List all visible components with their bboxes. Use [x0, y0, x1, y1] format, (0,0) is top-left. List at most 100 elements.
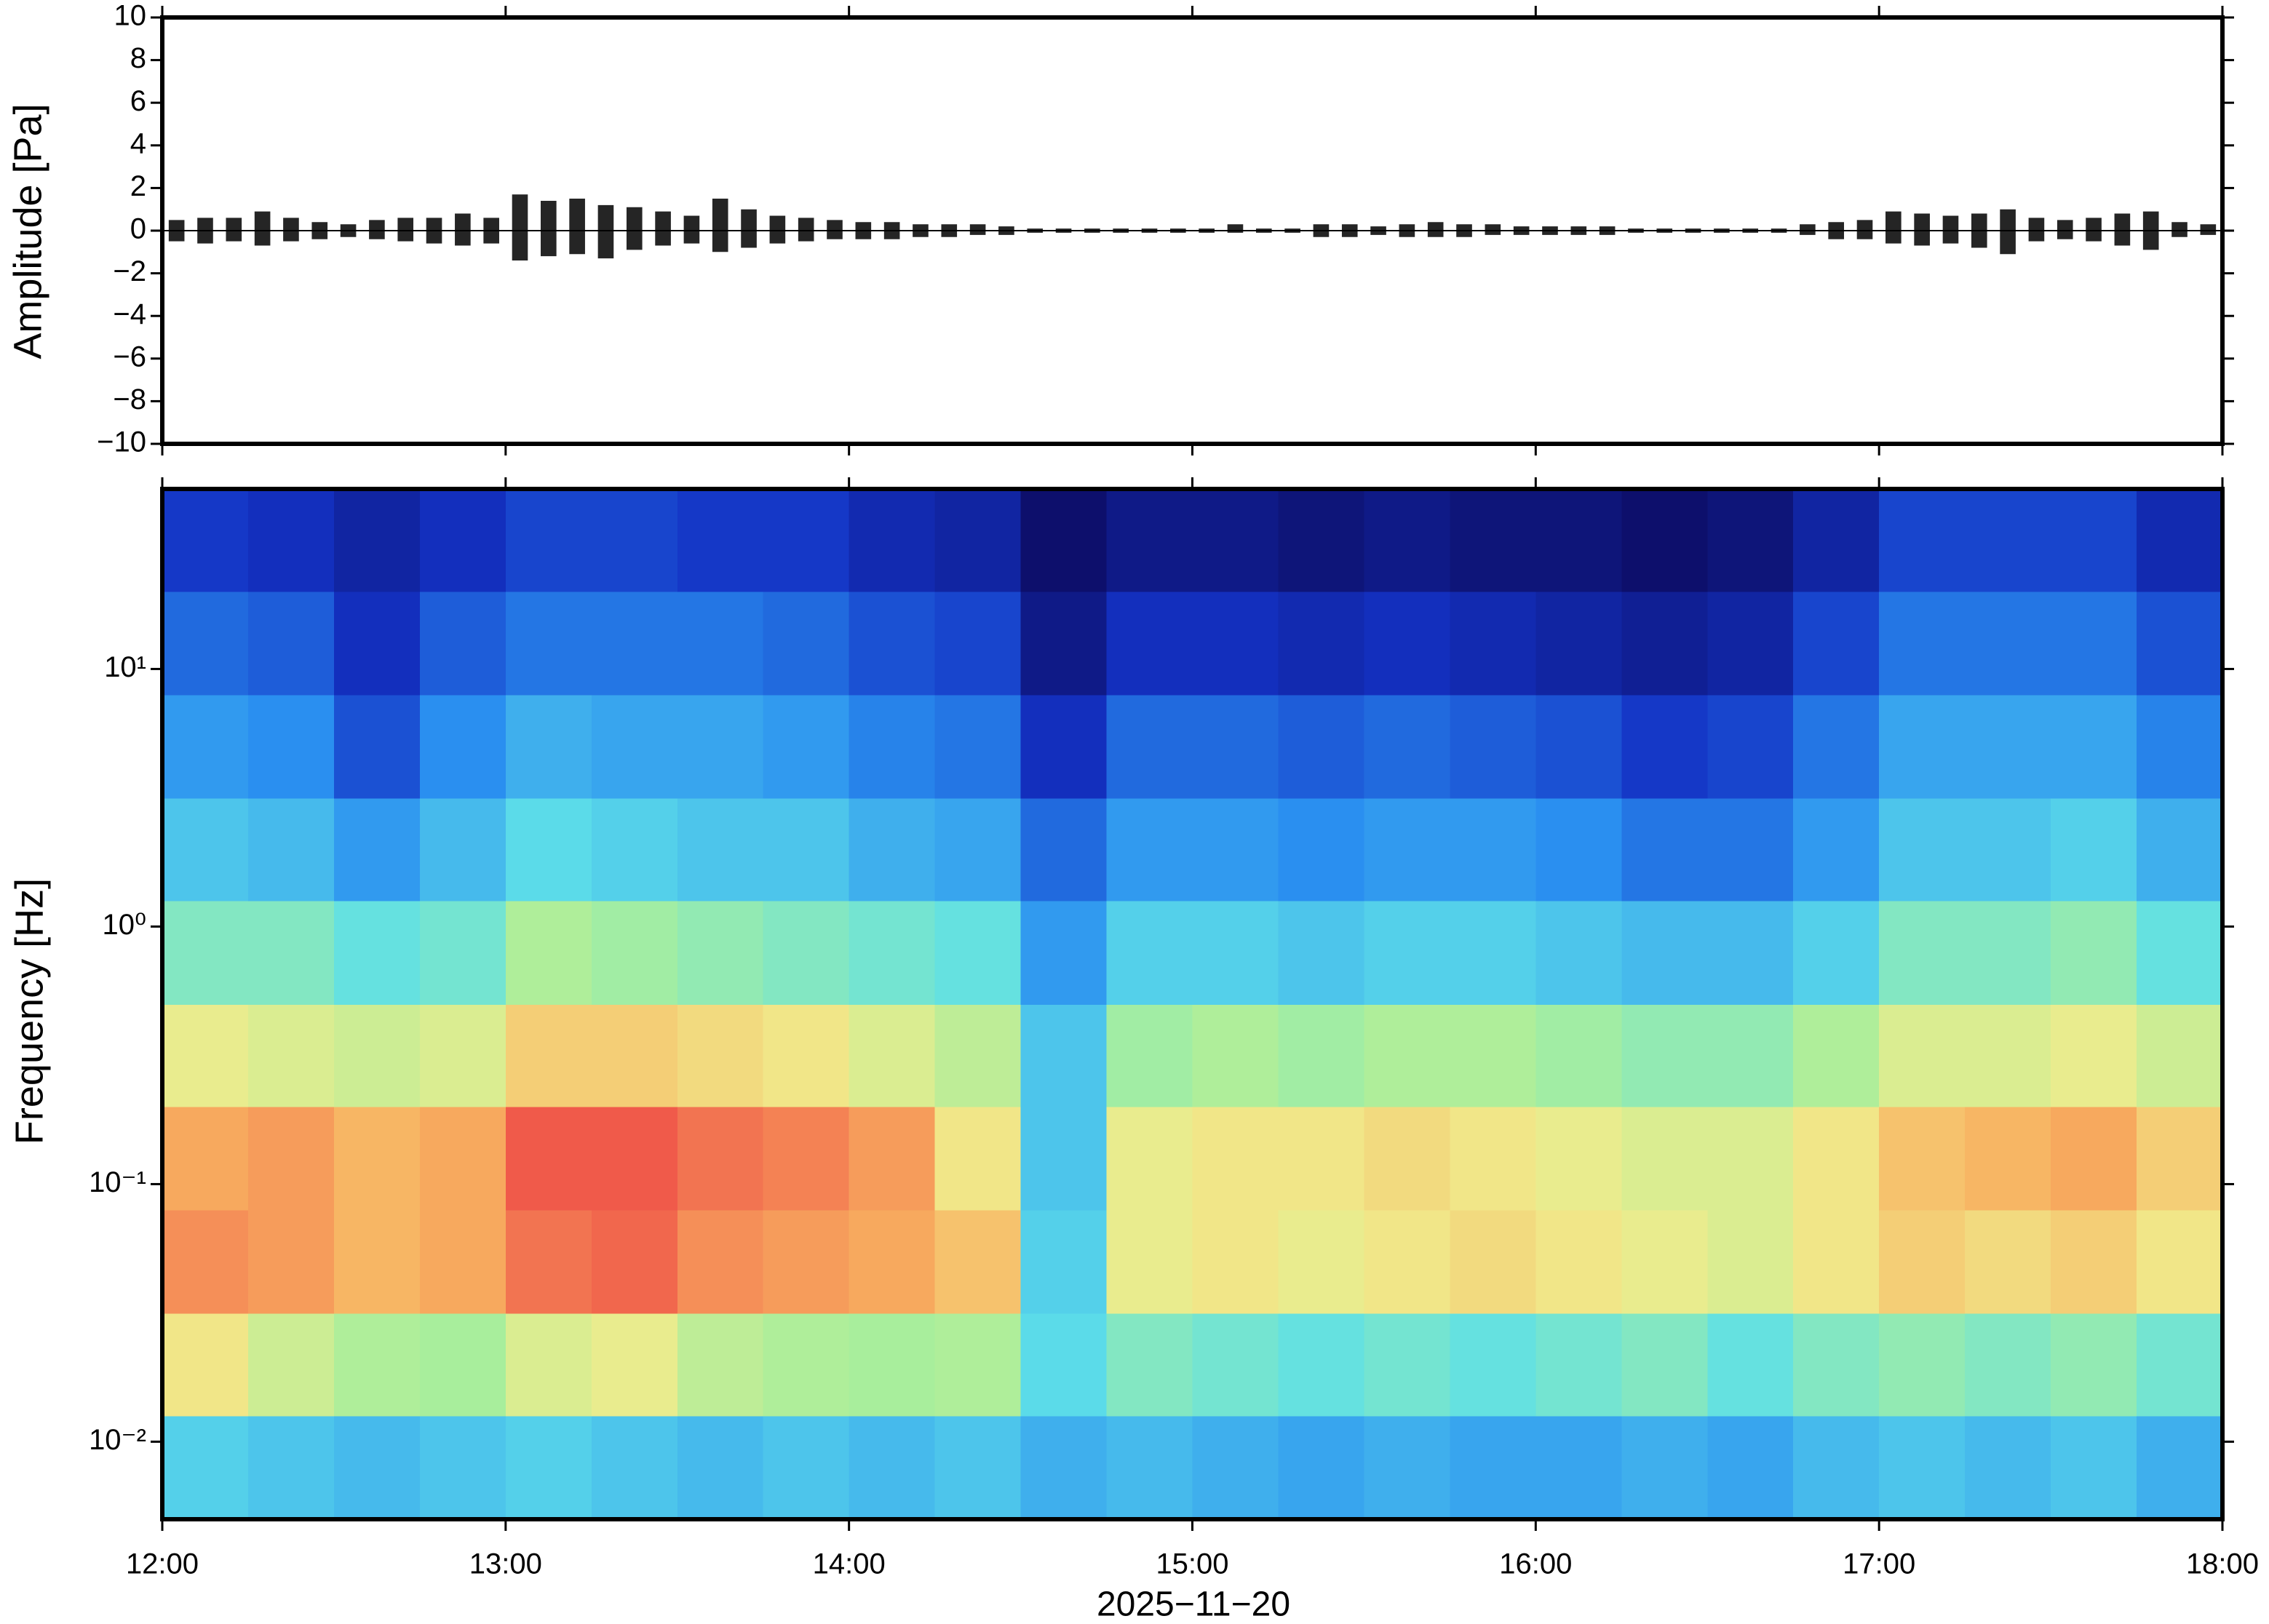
x-tick-label: 12:00 — [126, 1548, 199, 1580]
spectrogram-cell — [1278, 1209, 1365, 1314]
spectrogram-cell — [1707, 797, 1795, 901]
spectrogram-cell — [1020, 591, 1108, 696]
x-tick-label: 13:00 — [469, 1548, 542, 1580]
x-tick-label: 18:00 — [2186, 1548, 2259, 1580]
spectrogram-cell — [1106, 694, 1193, 799]
spectrogram-cell — [591, 489, 678, 592]
y-tick-label: 10 — [114, 0, 147, 32]
spectrogram-cell — [2051, 1106, 2137, 1211]
spectrogram-cell — [1793, 489, 1880, 592]
spectrogram-cell — [1879, 1106, 1966, 1211]
spectrogram-cell — [2051, 1209, 2137, 1314]
axes-layer: −10 −8 −6 −4 −2 0 2 4 6 8 10 10⁻² 10⁻¹ 10⁰ 10¹ 12:00 13:… — [89, 0, 2259, 1580]
spectrogram-cell — [1965, 489, 2051, 592]
spectrogram-cell — [849, 694, 936, 799]
spectrogram-cell — [1707, 1415, 1795, 1520]
spectrogram-cell — [505, 900, 592, 1005]
spectrogram-cell — [1793, 1313, 1880, 1417]
spectrogram-cell — [247, 1313, 335, 1417]
spectrogram-cell — [2051, 797, 2137, 901]
spectrogram-cell — [591, 1313, 678, 1417]
spectrogram-cell — [1879, 797, 1966, 901]
spectrogram-cell — [419, 1209, 506, 1314]
spectrogram-cell — [2137, 1004, 2223, 1107]
spectrogram-cell — [1450, 1004, 1537, 1107]
spectrogram-cell — [677, 1106, 764, 1211]
spectrogram-cell — [333, 797, 421, 901]
spectrogram-cell — [677, 900, 764, 1005]
spectrogram-cell — [1106, 489, 1193, 592]
spectrogram-cell — [162, 1004, 249, 1107]
spectrogram-cell — [1450, 1415, 1537, 1520]
spectrogram-cell — [1879, 591, 1966, 696]
spectrogram-cell — [1192, 1004, 1279, 1107]
spectrogram-cell — [1965, 694, 2051, 799]
spectrogram-cell — [2137, 694, 2223, 799]
spectrogram-cell — [1364, 1313, 1451, 1417]
spectrogram-cell — [763, 900, 850, 1005]
spectrogram-cell — [677, 1313, 764, 1417]
spectrogram-cell — [419, 489, 506, 592]
y-tick-label: 8 — [130, 42, 146, 74]
spectrogram-cell — [1450, 1209, 1537, 1314]
spectrogram-cell — [162, 1313, 249, 1417]
spectrogram-cell — [763, 1106, 850, 1211]
x-tick-label: 16:00 — [1499, 1548, 1572, 1580]
spectrogram-cell — [591, 1106, 678, 1211]
spectrogram-cell — [419, 1313, 506, 1417]
spectrogram-cell — [1278, 1106, 1365, 1211]
spectrogram-cell — [505, 489, 592, 592]
spectrogram-cell — [1278, 900, 1365, 1005]
spectrogram-cell — [1535, 1004, 1623, 1107]
spectrogram-cell — [1621, 1415, 1709, 1520]
spectrogram-cell — [934, 694, 1022, 799]
spectrogram-cell — [1707, 1313, 1795, 1417]
spectrogram-cell — [1106, 1004, 1193, 1107]
spectrogram-cell — [763, 1209, 850, 1314]
spectrogram-cell — [333, 900, 421, 1005]
spectrogram-cell — [1364, 797, 1451, 901]
spectrogram-cell — [1535, 1313, 1623, 1417]
data-layer — [162, 194, 2223, 1520]
spectrogram-cell — [333, 1106, 421, 1211]
spectrogram-cell — [1793, 797, 1880, 901]
spectrogram-cell — [849, 591, 936, 696]
spectrogram-cell — [1278, 1004, 1365, 1107]
spectrogram-cell — [1020, 900, 1108, 1005]
spectrogram-cell — [1621, 694, 1709, 799]
spectrogram-cell — [2137, 1415, 2223, 1520]
spectrogram-cell — [1965, 1313, 2051, 1417]
spectrogram-cell — [419, 1106, 506, 1211]
spectrogram-cell — [1965, 591, 2051, 696]
spectrogram-cell — [2051, 591, 2137, 696]
spectrogram-cell — [1535, 900, 1623, 1005]
spectrogram-cell — [419, 694, 506, 799]
spectrogram-cell — [1106, 1209, 1193, 1314]
spectrogram-cell — [2051, 1313, 2137, 1417]
y-tick-label: −2 — [113, 255, 146, 287]
x-axis-label: 2025−11−20 — [1097, 1585, 1290, 1624]
spectrogram-cell — [849, 900, 936, 1005]
spectrogram-cell — [1793, 591, 1880, 696]
spectrogram-cell — [1879, 1004, 1966, 1107]
spectrogram-cell — [1707, 591, 1795, 696]
spectrogram-cell — [1192, 591, 1279, 696]
spectrogram-cell — [1192, 694, 1279, 799]
spectrogram-cell — [419, 1004, 506, 1107]
spectrogram-cell — [333, 1004, 421, 1107]
spectrogram-cell — [2137, 489, 2223, 592]
spectrogram-cell — [247, 694, 335, 799]
spectrogram-cell — [1278, 1415, 1365, 1520]
spectrogram-cell — [934, 1209, 1022, 1314]
spectrogram-cell — [1707, 694, 1795, 799]
spectrogram-cell — [1621, 591, 1709, 696]
spectrogram-cell — [162, 900, 249, 1005]
spectrogram-cell — [247, 1106, 335, 1211]
spectrogram-cell — [1450, 1313, 1537, 1417]
spectrogram-cell — [849, 797, 936, 901]
spectrogram-cell — [162, 489, 249, 592]
spectrogram-cell — [419, 1415, 506, 1520]
x-tick-label: 15:00 — [1156, 1548, 1228, 1580]
spectrogram-cell — [247, 591, 335, 696]
spectrogram-cell — [763, 591, 850, 696]
